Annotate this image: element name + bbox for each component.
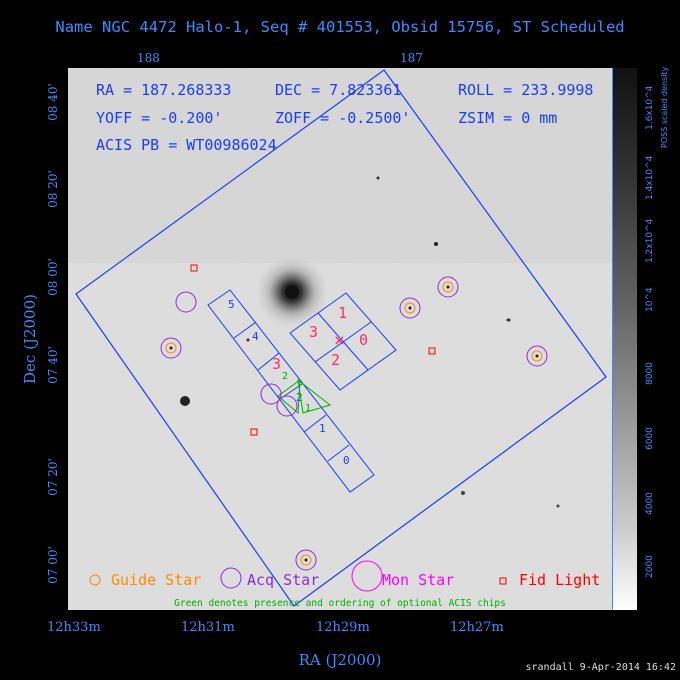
legend-guide-label: Guide Star (111, 571, 201, 589)
acis-s-array (207, 289, 375, 493)
acis-i-divider (314, 321, 372, 363)
ra-tick-12h27m: 12h27m (450, 620, 504, 635)
legend-mon-icon (351, 560, 383, 592)
colorbar-tick: 1.6x10^4 (645, 85, 655, 130)
chip-label-s3: 3 (272, 355, 281, 373)
guide-star (404, 302, 416, 314)
acis-i-outline (289, 292, 397, 391)
info-acis-pb: ACIS PB = WT00986024 (96, 136, 277, 154)
page-title: Name NGC 4472 Halo-1, Seq # 401553, Obsi… (55, 18, 625, 36)
legend-fid-label: Fid Light (519, 571, 600, 589)
colorbar-tick: 1.4x10^4 (645, 155, 655, 200)
acis-s-divider (257, 352, 280, 371)
acq-star (276, 395, 298, 417)
colorbar-tick: 2000 (645, 555, 655, 578)
guide-star (531, 350, 543, 362)
legend-mon-label: Mon Star (382, 571, 454, 589)
colorbar-title: POSS scaled density (660, 66, 669, 148)
acq-star (175, 291, 197, 313)
acis-s-divider (233, 321, 257, 339)
star (246, 338, 250, 342)
optional-label-1: 1 (305, 403, 311, 414)
dec-tick-0700: 07 00' (45, 546, 60, 584)
guide-star (165, 342, 177, 354)
acq-star (437, 276, 459, 298)
info-yoff: YOFF = -0.200' (96, 109, 222, 127)
chip-label-i2: 2 (331, 351, 340, 369)
dec-tick-0740: 07 40' (45, 346, 60, 384)
ra-tick-12h29m: 12h29m (316, 620, 370, 635)
ra-tick-12h33m: 12h33m (47, 620, 101, 635)
aimpoint-marker: × (334, 330, 345, 351)
legend-acq-icon (220, 567, 242, 589)
acq-star (160, 337, 182, 359)
acis-s-divider (327, 444, 350, 462)
acis-s-divider (303, 414, 327, 433)
plate-band (68, 68, 612, 263)
chip-label-i1: 1 (338, 304, 347, 322)
optional-chip-1 (297, 378, 332, 414)
dec-tick-0820: 08 20' (45, 170, 60, 208)
acq-star (295, 549, 317, 571)
acq-stars (160, 276, 548, 571)
ra-tick-12h31m: 12h31m (181, 620, 235, 635)
colorbar-tick: 10^4 (645, 287, 655, 312)
chip-label-s5: 5 (228, 298, 235, 311)
y-axis-title: Dec (J2000) (21, 294, 39, 384)
info-dec: DEC = 7.823361 (275, 81, 401, 99)
star (507, 318, 511, 322)
legend-optional-note: Green denotes presence and ordering of o… (174, 598, 506, 609)
optional-label-2: 2 (282, 371, 288, 382)
x-axis-title: RA (J2000) (298, 651, 382, 669)
fid-light (250, 428, 258, 436)
chip-label-s1: 1 (319, 422, 326, 435)
chip-label-s0: 0 (343, 454, 350, 467)
star (180, 396, 190, 406)
legend-acq-label: Acq Star (247, 571, 319, 589)
dec-tick-0800: 08 00' (45, 258, 60, 296)
star (434, 242, 438, 246)
top-tick-187: 187 (400, 51, 423, 65)
legend-fid-icon (499, 577, 507, 585)
top-tick-188: 188 (137, 51, 160, 65)
info-zoff: ZOFF = -0.2500' (275, 109, 410, 127)
colorbar-tick: 8000 (645, 362, 655, 385)
chip-label-i3: 3 (309, 323, 318, 341)
colorbar-tick: 6000 (645, 427, 655, 450)
dec-tick-0720: 07 20' (45, 458, 60, 496)
info-zsim: ZSIM = 0 mm (458, 109, 557, 127)
star (376, 176, 380, 180)
guide-star-cores (169, 285, 539, 562)
acq-star (526, 345, 548, 367)
guide-stars (165, 281, 543, 566)
colorbar (612, 68, 637, 610)
optional-chip-2 (277, 378, 301, 415)
sky-image-plot: RA = 187.268333 DEC = 7.823361 ROLL = 23… (68, 68, 612, 610)
acq-star (399, 297, 421, 319)
guide-star (300, 554, 312, 566)
fov-outline (75, 69, 607, 607)
legend-guide-icon (89, 574, 101, 586)
colorbar-tick: 4000 (645, 492, 655, 515)
info-roll: ROLL = 233.9998 (458, 81, 593, 99)
fid-light (190, 264, 198, 272)
acq-star (260, 383, 282, 405)
fid-light (428, 347, 436, 355)
footer-timestamp: srandall 9-Apr-2014 16:42 (525, 662, 676, 673)
info-ra: RA = 187.268333 (96, 81, 231, 99)
guide-star (442, 281, 454, 293)
fid-lights (190, 264, 436, 436)
colorbar-tick: 1.2x10^4 (645, 218, 655, 263)
galaxy-core (285, 285, 299, 299)
acis-s-outline (207, 289, 375, 493)
chip-label-i0: 0 (359, 331, 368, 349)
star (556, 504, 560, 508)
acis-i-array (289, 292, 397, 391)
star (461, 491, 465, 495)
dec-tick-0840: 08 40' (45, 83, 60, 121)
chip-label-s4: 4 (252, 330, 259, 343)
